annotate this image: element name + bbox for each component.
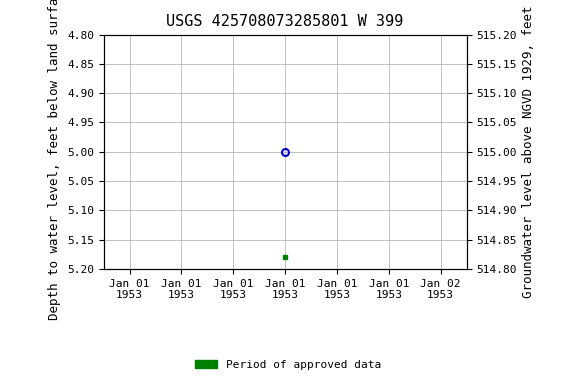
Y-axis label: Depth to water level, feet below land surface: Depth to water level, feet below land su… — [48, 0, 62, 320]
Y-axis label: Groundwater level above NGVD 1929, feet: Groundwater level above NGVD 1929, feet — [522, 5, 535, 298]
Title: USGS 425708073285801 W 399: USGS 425708073285801 W 399 — [166, 14, 404, 29]
Legend: Period of approved data: Period of approved data — [191, 356, 385, 375]
